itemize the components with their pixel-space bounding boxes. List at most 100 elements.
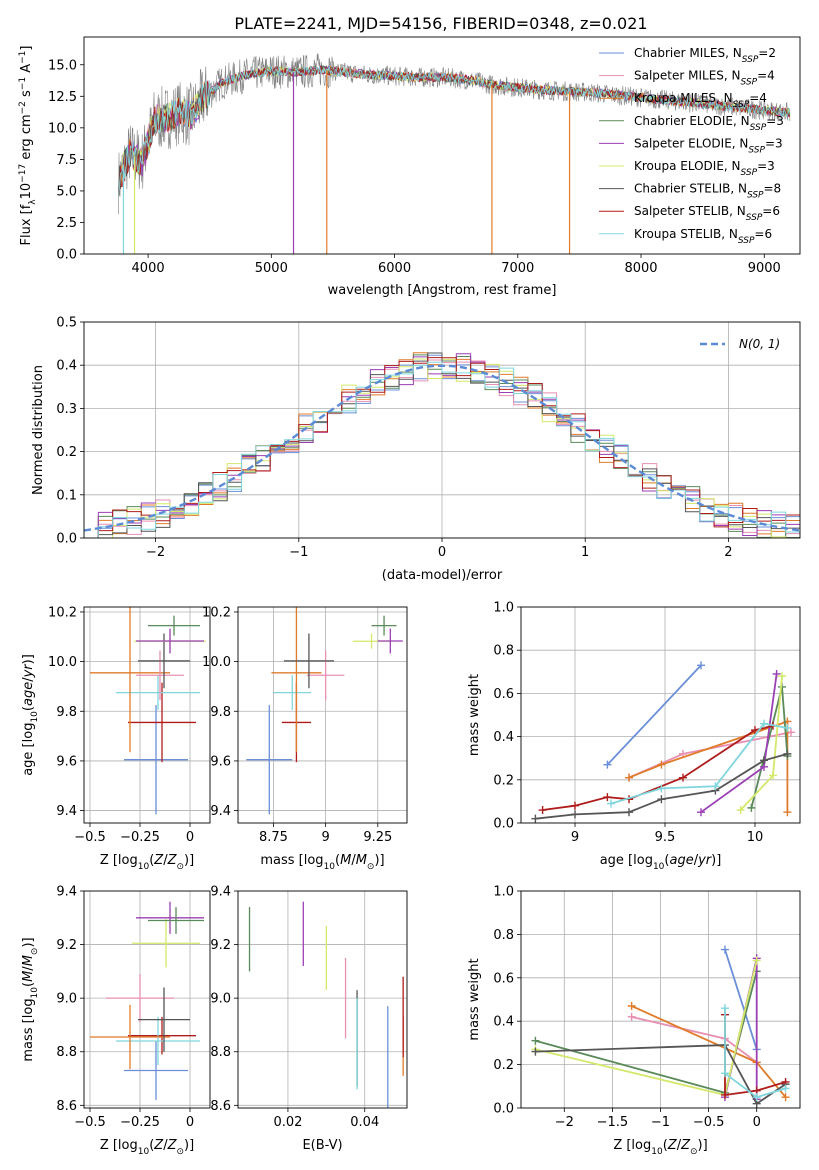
normal-reference-curve (84, 364, 800, 532)
label-part: 10 (19, 183, 34, 200)
mass-weight-point (627, 1002, 636, 1011)
y-tick-label: 10.2 (202, 605, 231, 620)
mass-vs-EBV-plot-area (238, 891, 407, 1108)
label-part: ⊙ (367, 862, 375, 872)
x-tick-label: 4000 (132, 261, 165, 276)
label-part: )] (698, 1138, 708, 1153)
x-tick-label: 0 (753, 1115, 761, 1130)
mass-weight-line (628, 720, 789, 813)
mass-weight-point (783, 723, 792, 732)
y-axis-label: mass [log10(M/M⊙)] (21, 937, 40, 1061)
y-tick-label: 1.0 (493, 885, 514, 900)
legend-name: Kroupa STELIB, N (634, 227, 738, 241)
label-part: 10 (138, 862, 150, 872)
mass-weight-point (752, 1093, 761, 1102)
y-axis-label: age [log10(age/yr)] (21, 654, 40, 776)
label-part: erg cm (19, 114, 34, 163)
mass-weight-point (760, 719, 768, 728)
label-part: −1 (18, 51, 28, 64)
mass-weight-point (571, 801, 579, 810)
y-tick-label: 0.3 (56, 402, 77, 417)
x-tick-label: 1 (581, 545, 589, 560)
y-tick-label: 0.1 (56, 488, 77, 503)
mass-weight-point (760, 756, 768, 765)
label-part: / (351, 853, 356, 868)
y-tick-label: 9.0 (56, 992, 77, 1007)
legend-suffix: =4 (749, 91, 767, 105)
x-tick-label: 10 (747, 830, 764, 845)
label-part: M (21, 955, 36, 966)
y-tick-label: 9.0 (210, 992, 231, 1007)
panel-residuals: −2 −1 0 1 2 0.0 0.1 0.2 0.3 0.4 0.5 (data-model)/er… (31, 316, 801, 583)
legend-suffix: =3 (757, 159, 775, 173)
spectrum-model-line (118, 64, 791, 197)
x-tick-label: 9.25 (363, 830, 392, 845)
y-tick-label: 9.4 (210, 885, 231, 900)
legend-entry: Kroupa ELODIE, NSSP=3 (634, 159, 775, 178)
mass-weight-point (603, 760, 612, 769)
label-part: yr (697, 853, 713, 868)
x-tick-label: 0 (186, 830, 194, 845)
label-part: ⊙ (690, 1147, 698, 1157)
mass-weight-point (697, 661, 705, 670)
y-axis-label: Flux [fλ10−17 erg cm−2 s−1 A−1] (18, 46, 38, 246)
mass-weight-point (571, 810, 579, 819)
label-part: age [log (21, 723, 36, 776)
mass-weight-point (657, 760, 666, 769)
y-axis-label: mass weight (467, 958, 482, 1040)
mass-weight-point (538, 806, 547, 815)
label-part: −1 (18, 77, 28, 90)
y-tick-label: 0.0 (493, 817, 514, 832)
mass-weight-point (657, 795, 666, 804)
age-vs-mass-plot-area (238, 607, 407, 823)
label-part: Z (153, 853, 164, 868)
label-part: −17 (18, 164, 28, 183)
mass-weight-point (783, 808, 792, 817)
mass-weight-point (627, 1012, 636, 1021)
y-tick-label: 9.8 (210, 705, 231, 720)
label-part: ] (19, 46, 34, 51)
label-part: age [log (600, 853, 653, 868)
label-part: / (21, 677, 36, 682)
legend-entry: Salpeter ELODIE, NSSP=3 (634, 136, 783, 155)
y-tick-label: 0.4 (493, 1015, 514, 1030)
residuals-plot-area (84, 322, 800, 538)
x-tick-label: −1.5 (597, 1115, 629, 1130)
label-part: yr (21, 663, 36, 679)
y-axis-label: mass weight (467, 674, 482, 756)
axes-frame (237, 890, 408, 1109)
legend-entry: Chabrier ELODIE, NSSP=3 (634, 114, 784, 133)
mass-weight-line (750, 686, 789, 809)
y-tick-label: 9.4 (56, 804, 77, 819)
x-tick-label: 9 (321, 830, 329, 845)
age-vs-Z-plot-area (84, 607, 210, 823)
x-tick-label: 2 (724, 545, 732, 560)
mass-weight-point (625, 808, 633, 817)
spectrum-plot-area (118, 53, 791, 254)
x-tick-label: 8.75 (259, 830, 288, 845)
y-tick-label: 0.8 (493, 644, 514, 659)
y-tick-label: 5.0 (56, 184, 77, 199)
label-part: )] (184, 1138, 194, 1153)
legend-sub: SSP (733, 100, 750, 110)
label-part: 10 (324, 862, 336, 872)
y-tick-label: 9.8 (56, 705, 77, 720)
y-tick-label: 0.6 (493, 687, 514, 702)
label-part: 10 (30, 711, 40, 723)
x-tick-label: 5000 (255, 261, 288, 276)
y-tick-label: 0.2 (56, 445, 77, 460)
legend-name: Salpeter ELODIE, N (634, 136, 748, 150)
mass-weight-point (697, 808, 705, 817)
y-tick-label: 8.8 (210, 1045, 231, 1060)
y-tick-label: 10.0 (48, 121, 77, 136)
label-part: )] (374, 853, 384, 868)
mass-weight-line (628, 731, 792, 779)
mass-weight-point (787, 728, 795, 737)
label-part: ⊙ (176, 862, 184, 872)
legend-suffix: =8 (764, 182, 782, 196)
mass-weight-line (535, 960, 758, 1097)
label-part: Z [log (100, 1138, 138, 1153)
mass-weight-line (610, 722, 788, 805)
label-part: age (669, 853, 693, 868)
